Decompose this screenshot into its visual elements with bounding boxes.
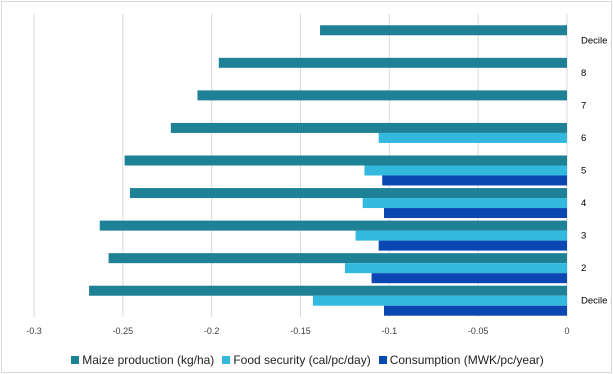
bar: [108, 253, 568, 264]
category-label: 2: [581, 263, 586, 274]
category-label: 6: [581, 133, 586, 144]
legend-swatch: [71, 356, 80, 364]
legend-label: Food security (cal/pc/day): [233, 353, 371, 367]
category-label: Decile 1: [581, 296, 612, 307]
legend-label: Consumption (MWK/pc/year): [389, 353, 544, 367]
bar: [364, 165, 567, 176]
legend: Maize production (kg/ha) Food security (c…: [2, 353, 611, 367]
bar: [99, 220, 567, 231]
bar: [382, 175, 567, 186]
bar: [129, 188, 567, 199]
bar: [371, 273, 567, 284]
bar: [355, 230, 567, 241]
category-label: 3: [581, 231, 586, 242]
bar: [170, 122, 567, 133]
legend-item: Food security (cal/pc/day): [222, 353, 371, 367]
category-labels: Decile 10 8 7 6 5 4 3 2 Decile 1: [581, 35, 612, 307]
bar: [197, 90, 567, 101]
x-tick-label: -0.1: [382, 326, 398, 336]
bar: [378, 132, 567, 143]
x-tick-label: -0.3: [26, 326, 42, 336]
x-tick-label: -0.25: [113, 326, 134, 336]
bar: [362, 198, 567, 209]
x-tick-label: -0.05: [468, 326, 489, 336]
bar: [124, 155, 568, 166]
category-label: 8: [581, 68, 586, 79]
x-tick-label: -0.15: [290, 326, 311, 336]
legend-swatch: [378, 356, 387, 364]
x-tick-label: -0.2: [204, 326, 220, 336]
category-label: 7: [581, 100, 586, 111]
bar: [320, 25, 567, 36]
bar: [89, 285, 568, 296]
bar: [384, 305, 567, 316]
x-axis-ticks: -0.3 -0.25 -0.2 -0.15 -0.1 -0.05 0: [26, 326, 569, 336]
legend-item: Maize production (kg/ha): [71, 353, 214, 367]
category-label: Decile 10: [581, 35, 612, 46]
bars: [89, 25, 568, 316]
bar: [218, 57, 568, 68]
category-label: 4: [581, 198, 586, 209]
bar: [378, 240, 567, 251]
legend-swatch: [222, 356, 231, 364]
legend-item: Consumption (MWK/pc/year): [378, 353, 544, 367]
category-label: 5: [581, 166, 586, 177]
legend-label: Maize production (kg/ha): [82, 353, 215, 367]
bar: [344, 263, 567, 274]
bar: [312, 295, 567, 306]
x-tick-label: 0: [564, 326, 569, 336]
bar: [384, 208, 567, 219]
